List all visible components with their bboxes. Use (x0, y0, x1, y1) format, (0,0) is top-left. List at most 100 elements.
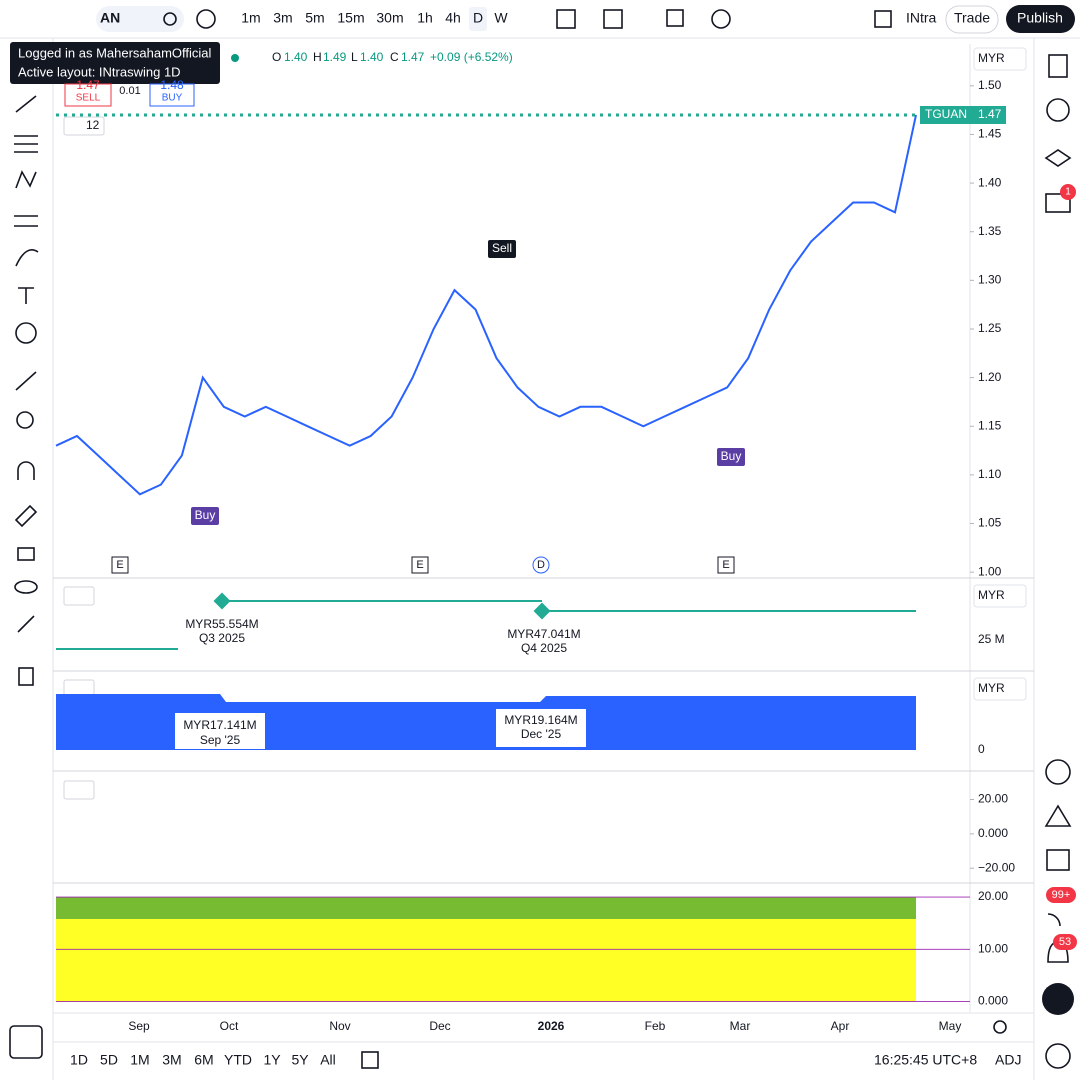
revenue-value: MYR19.164M (504, 713, 577, 727)
side-icon[interactable] (1044, 149, 1072, 167)
earnings-period: Q3 2025 (199, 631, 245, 645)
sell-price[interactable]: 1.47 (76, 78, 100, 92)
indicator-toggle[interactable] (63, 116, 105, 136)
currency[interactable]: MYR (978, 681, 1005, 695)
tool-icon[interactable] (15, 322, 37, 344)
currency[interactable]: MYR (978, 51, 1005, 65)
apps-button[interactable] (1042, 983, 1074, 1015)
signal: Buy (721, 449, 742, 463)
range-button[interactable]: 1D (70, 1052, 88, 1068)
side-icon[interactable] (1045, 193, 1071, 213)
badge-count: 99+ (1052, 889, 1071, 901)
event-marker[interactable] (532, 556, 550, 574)
right-sidebar (1044, 54, 1072, 1069)
range-button[interactable]: 1Y (263, 1052, 281, 1068)
add-symbol[interactable] (196, 9, 216, 29)
alert[interactable] (711, 9, 731, 29)
interval[interactable]: D (473, 10, 483, 26)
legend-label: C (390, 50, 399, 64)
side-icon[interactable] (1044, 804, 1072, 827)
sell-button[interactable] (64, 83, 112, 107)
interval[interactable]: 1m (241, 10, 260, 26)
tool-icon[interactable] (15, 249, 39, 267)
band (56, 897, 916, 919)
currency-box[interactable] (973, 584, 1027, 608)
tool-icon[interactable] (15, 95, 37, 113)
interval[interactable]: W (494, 10, 508, 26)
range-button[interactable]: YTD (224, 1052, 252, 1068)
buy-button[interactable] (149, 83, 195, 107)
adjust[interactable]: ADJ (995, 1052, 1021, 1068)
side-icon[interactable] (1046, 849, 1070, 871)
tool-icon[interactable] (16, 411, 34, 429)
chart-type[interactable] (556, 9, 576, 29)
signal-box (191, 507, 219, 525)
event-label[interactable]: E (116, 559, 123, 571)
tool-icon[interactable] (14, 504, 38, 528)
event-label[interactable]: E (722, 559, 729, 571)
legend-value: 1.40 (360, 50, 384, 64)
y-tick-label: 20.00 (978, 889, 1008, 903)
tool-icon[interactable] (9, 1025, 43, 1059)
range-button[interactable]: 1M (130, 1052, 149, 1068)
tool-icon[interactable] (15, 371, 37, 391)
side-icon[interactable] (1045, 1043, 1071, 1069)
layout-name[interactable]: INtra (906, 10, 937, 26)
trade-button[interactable] (945, 5, 999, 34)
event-marker[interactable] (717, 556, 735, 574)
range-button[interactable]: All (320, 1052, 336, 1068)
range-button[interactable]: 5Y (291, 1052, 309, 1068)
indicator-count[interactable]: 12 (86, 118, 100, 132)
goto-date[interactable] (361, 1051, 379, 1069)
event-marker[interactable] (111, 556, 129, 574)
tool-icon[interactable] (14, 215, 38, 227)
legend-value: 1.47 (401, 50, 425, 64)
event-label[interactable]: D (537, 559, 545, 571)
publish-label[interactable]: Publish (1017, 10, 1063, 26)
currency[interactable]: MYR (978, 588, 1005, 602)
tool-icon[interactable] (17, 461, 35, 480)
x-tick-label: Dec (429, 1019, 450, 1033)
tool-icon[interactable] (17, 547, 35, 561)
interval[interactable]: 15m (337, 10, 364, 26)
buy-label[interactable]: BUY (162, 93, 183, 104)
fullscreen[interactable] (874, 10, 892, 28)
interval[interactable]: 1h (417, 10, 433, 26)
range-button[interactable]: 3M (162, 1052, 181, 1068)
event-marker[interactable] (411, 556, 429, 574)
interval[interactable]: 5m (305, 10, 324, 26)
symbol-search[interactable] (96, 6, 184, 32)
interval[interactable]: 4h (445, 10, 461, 26)
y-tick-label: 1.20 (978, 370, 1002, 384)
currency-box[interactable] (973, 677, 1027, 701)
publish-button[interactable] (1006, 5, 1075, 33)
side-icon[interactable] (1047, 913, 1061, 927)
range-button[interactable]: 6M (194, 1052, 213, 1068)
interval[interactable]: 30m (376, 10, 403, 26)
layouts[interactable] (666, 9, 684, 27)
tool-icon[interactable] (17, 615, 35, 633)
symbol[interactable]: AN (100, 10, 120, 26)
trade-label[interactable]: Trade (954, 10, 990, 26)
range-button[interactable]: 5D (100, 1052, 118, 1068)
sell-label[interactable]: SELL (76, 93, 101, 104)
tool-icon[interactable] (14, 580, 38, 594)
currency-box[interactable] (973, 47, 1027, 71)
event-label[interactable]: E (416, 559, 423, 571)
tool-icon[interactable] (18, 287, 34, 304)
tool-icon[interactable] (18, 667, 34, 686)
earnings-value: MYR55.554M (185, 617, 258, 631)
indicators[interactable] (603, 9, 623, 29)
interval[interactable]: 3m (273, 10, 292, 26)
side-icon[interactable] (1045, 759, 1071, 785)
pane-toggle[interactable] (63, 780, 95, 800)
y-tick-label: 0 (978, 742, 985, 756)
settings[interactable] (993, 1020, 1007, 1034)
side-icon[interactable] (1048, 54, 1068, 78)
legend-value: 1.40 (284, 50, 308, 64)
tool-icon[interactable] (15, 170, 37, 189)
pane-toggle[interactable] (63, 586, 95, 606)
buy-price[interactable]: 1.48 (160, 78, 184, 92)
side-icon[interactable] (1046, 98, 1070, 122)
tooltip-line: Logged in as MahersahamOfficial (18, 45, 212, 60)
